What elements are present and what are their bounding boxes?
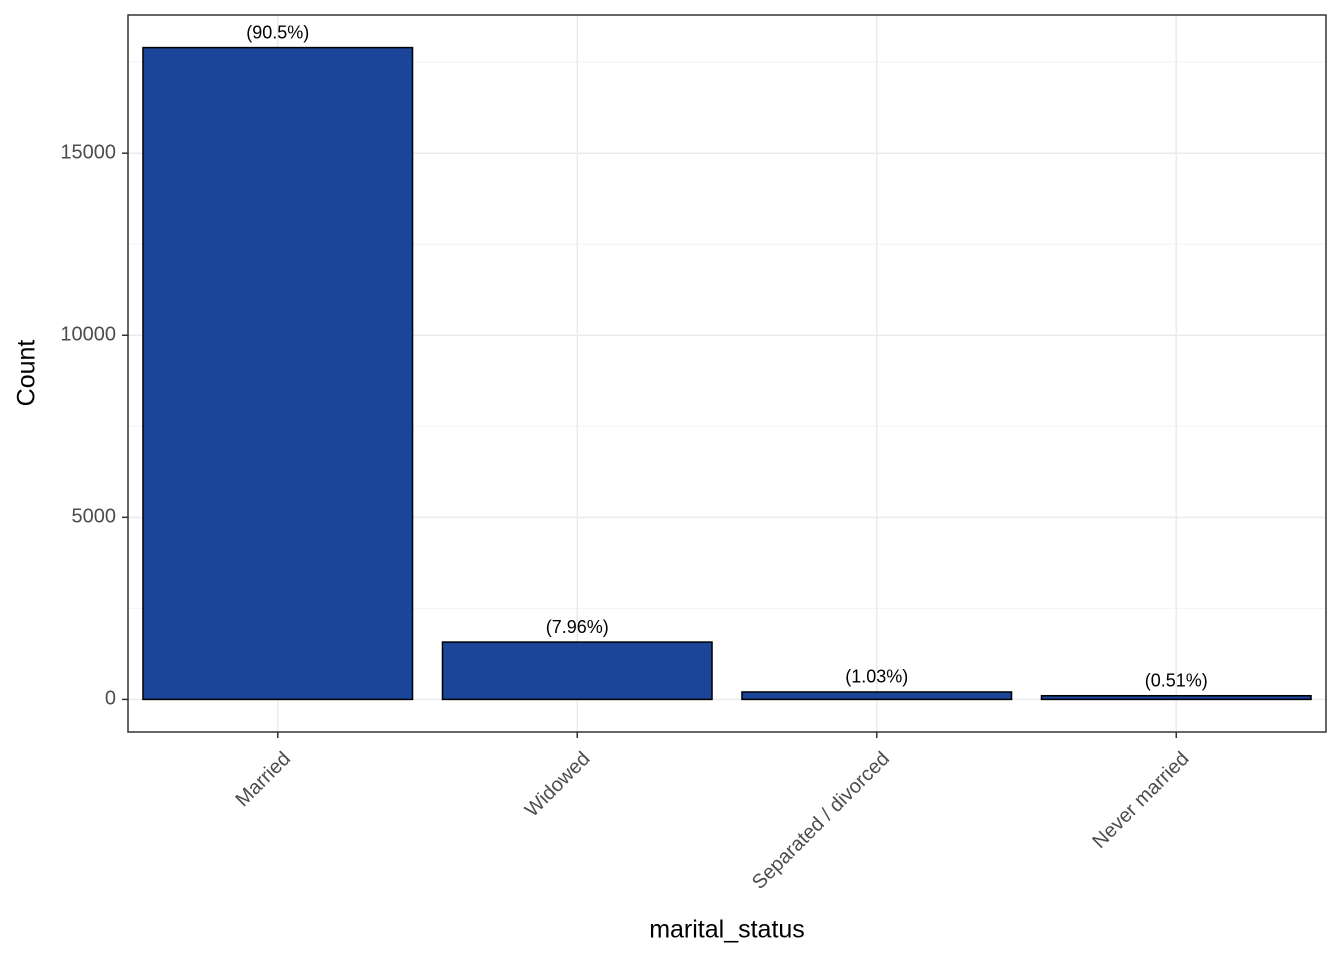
bar-label: (90.5%) bbox=[246, 22, 309, 42]
bar bbox=[1040, 694, 1312, 701]
y-tick-label: 0 bbox=[105, 688, 116, 710]
panel-border bbox=[127, 14, 1327, 733]
bar bbox=[741, 691, 1013, 701]
x-tick-label: Married bbox=[232, 748, 295, 811]
bar bbox=[441, 641, 713, 701]
bar bbox=[142, 46, 414, 701]
y-tick-label: 5000 bbox=[72, 506, 117, 528]
y-axis-title: Count bbox=[13, 340, 41, 407]
x-tick-label: Never married bbox=[1088, 748, 1193, 853]
x-tick-label: Separated / divorced bbox=[748, 748, 894, 894]
bar-label: (0.51%) bbox=[1145, 670, 1208, 690]
y-tick-label: 15000 bbox=[60, 141, 116, 163]
bar-label: (1.03%) bbox=[845, 667, 908, 687]
bar-label: (7.96%) bbox=[546, 617, 609, 637]
y-tick-label: 10000 bbox=[60, 324, 116, 346]
x-axis-title: marital_status bbox=[649, 916, 805, 944]
x-tick-label: Widowed bbox=[521, 748, 595, 822]
